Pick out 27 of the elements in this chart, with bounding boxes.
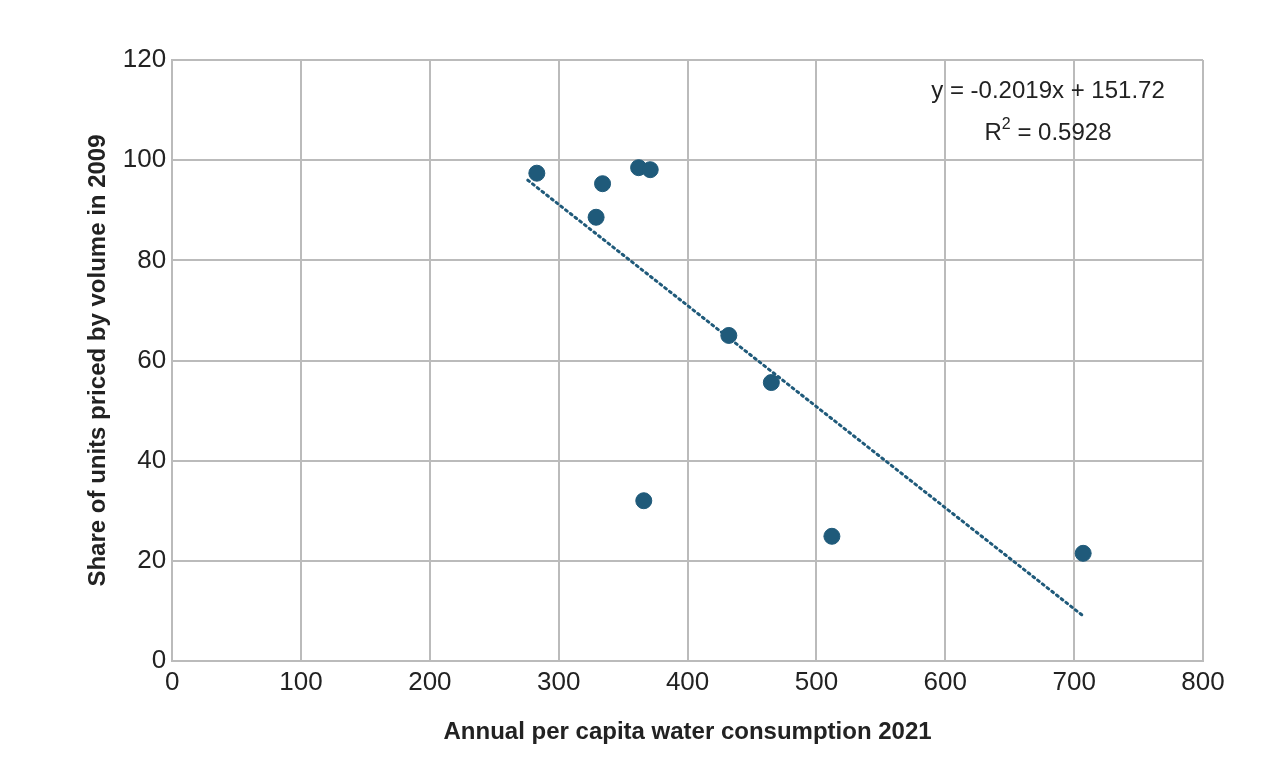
y-tick-label: 60 [137, 343, 167, 374]
x-axis-title: Annual per capita water consumption 2021 [443, 717, 932, 745]
point [528, 164, 546, 182]
y-tick-label: 0 [151, 644, 167, 675]
y-tick-label: 100 [122, 143, 167, 174]
y-tick-label: 120 [122, 43, 167, 74]
x-tick-label: 200 [408, 665, 452, 696]
x-tick-label: 700 [1052, 665, 1096, 696]
y-tick-label: 80 [137, 243, 167, 274]
x-tick-label: 100 [279, 665, 323, 696]
x-tick-label: 400 [665, 665, 710, 696]
x-tick-label: 800 [1181, 665, 1225, 696]
y-tick-label: 40 [137, 443, 167, 474]
point [1074, 544, 1092, 562]
y-tick-label: 20 [137, 544, 167, 575]
y-axis-title: Share of units priced by volume in 2009 [83, 134, 111, 587]
x-tick-label: 600 [923, 665, 967, 696]
point [594, 175, 612, 193]
point [762, 374, 780, 392]
point [587, 208, 605, 226]
annotation: y = -0.2019x + 151.72 [931, 76, 1165, 103]
x-tick-label: 300 [537, 665, 581, 696]
x-tick-label: 500 [794, 665, 839, 696]
point [823, 527, 841, 545]
point [641, 161, 659, 179]
point [635, 492, 653, 510]
point [720, 326, 738, 344]
